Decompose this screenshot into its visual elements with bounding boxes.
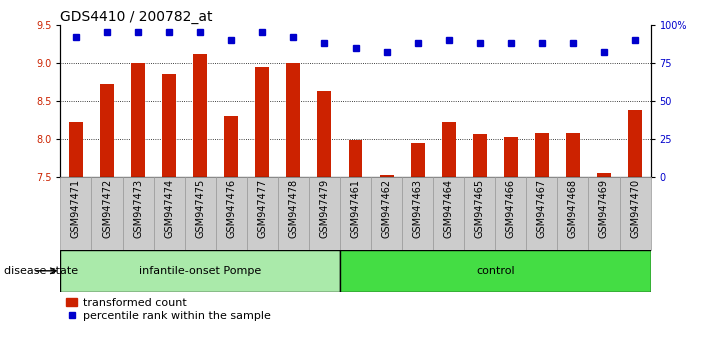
Bar bbox=[496, 177, 526, 250]
Bar bbox=[619, 177, 651, 250]
Text: GSM947464: GSM947464 bbox=[444, 179, 454, 238]
Bar bbox=[60, 177, 92, 250]
Bar bbox=[597, 173, 611, 177]
Bar bbox=[193, 54, 207, 177]
Bar bbox=[69, 122, 83, 177]
Bar bbox=[154, 177, 185, 250]
Text: GSM947476: GSM947476 bbox=[226, 179, 236, 238]
Bar bbox=[433, 177, 464, 250]
Legend: transformed count, percentile rank within the sample: transformed count, percentile rank withi… bbox=[66, 298, 270, 321]
Text: GSM947466: GSM947466 bbox=[506, 179, 515, 238]
Bar bbox=[473, 133, 487, 177]
Bar bbox=[60, 250, 340, 292]
Text: GSM947461: GSM947461 bbox=[351, 179, 360, 238]
Bar bbox=[371, 177, 402, 250]
Bar bbox=[526, 177, 557, 250]
Bar bbox=[402, 177, 433, 250]
Bar bbox=[340, 177, 371, 250]
Text: GSM947473: GSM947473 bbox=[133, 179, 143, 238]
Text: GSM947475: GSM947475 bbox=[196, 179, 205, 239]
Bar bbox=[504, 137, 518, 177]
Text: GSM947468: GSM947468 bbox=[568, 179, 578, 238]
Bar bbox=[557, 177, 589, 250]
Bar bbox=[589, 177, 619, 250]
Bar bbox=[464, 177, 496, 250]
Text: GSM947470: GSM947470 bbox=[630, 179, 640, 238]
Bar bbox=[92, 177, 122, 250]
Bar bbox=[535, 133, 549, 177]
Text: GSM947478: GSM947478 bbox=[289, 179, 299, 238]
Bar bbox=[411, 143, 424, 177]
Bar bbox=[122, 177, 154, 250]
Bar bbox=[215, 177, 247, 250]
Bar bbox=[287, 63, 300, 177]
Bar bbox=[380, 176, 394, 177]
Bar bbox=[317, 91, 331, 177]
Text: control: control bbox=[476, 266, 515, 276]
Bar bbox=[566, 133, 580, 177]
Text: disease state: disease state bbox=[4, 266, 77, 276]
Text: infantile-onset Pompe: infantile-onset Pompe bbox=[139, 266, 262, 276]
Bar bbox=[442, 122, 456, 177]
Text: GSM947472: GSM947472 bbox=[102, 179, 112, 239]
Bar bbox=[162, 74, 176, 177]
Text: GSM947463: GSM947463 bbox=[412, 179, 422, 238]
Text: GSM947469: GSM947469 bbox=[599, 179, 609, 238]
Text: GSM947471: GSM947471 bbox=[71, 179, 81, 238]
Bar bbox=[185, 177, 215, 250]
Bar bbox=[100, 84, 114, 177]
Text: GDS4410 / 200782_at: GDS4410 / 200782_at bbox=[60, 10, 213, 24]
Text: GSM947465: GSM947465 bbox=[475, 179, 485, 238]
Text: GSM947462: GSM947462 bbox=[382, 179, 392, 238]
Text: GSM947467: GSM947467 bbox=[537, 179, 547, 238]
Bar bbox=[131, 63, 145, 177]
Bar bbox=[247, 177, 278, 250]
Bar bbox=[340, 250, 651, 292]
Text: GSM947477: GSM947477 bbox=[257, 179, 267, 239]
Bar bbox=[224, 116, 238, 177]
Bar bbox=[255, 67, 269, 177]
Text: GSM947474: GSM947474 bbox=[164, 179, 174, 238]
Bar bbox=[278, 177, 309, 250]
Bar bbox=[309, 177, 340, 250]
Bar bbox=[628, 110, 642, 177]
Text: GSM947479: GSM947479 bbox=[319, 179, 329, 238]
Bar bbox=[348, 141, 363, 177]
